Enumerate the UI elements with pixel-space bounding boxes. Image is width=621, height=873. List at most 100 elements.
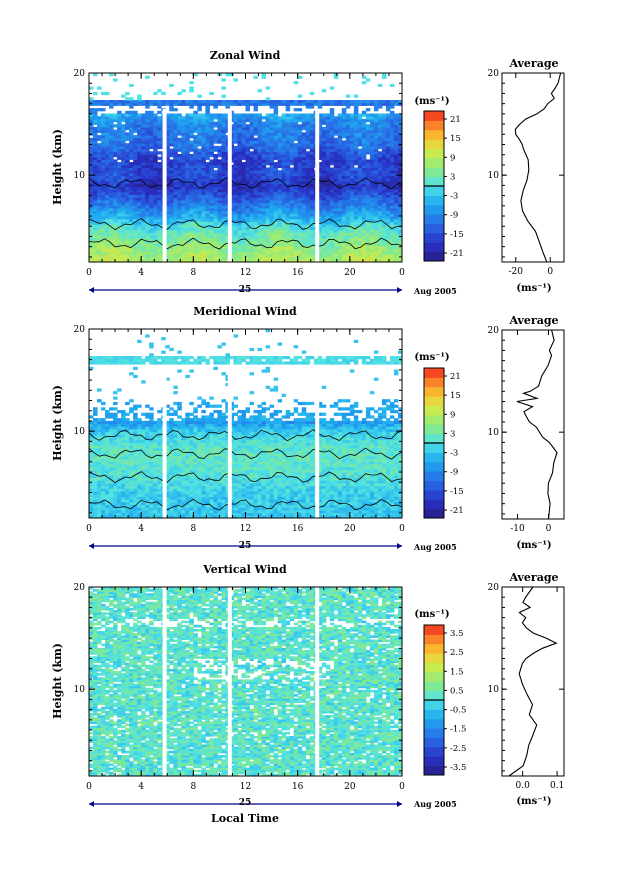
- zonal-wind-field: [89, 73, 403, 263]
- x-tick-label: 12: [240, 782, 251, 792]
- colorbar-segment: [424, 129, 444, 140]
- zonal-wind-title: Zonal Wind: [210, 49, 281, 62]
- x-tick-label: 4: [138, 268, 144, 278]
- x-tick-label: 0: [399, 524, 405, 534]
- colorbar-tick-label: -3.5: [450, 763, 466, 773]
- colorbar-segment: [424, 480, 444, 491]
- colorbar-tick-label: 0.5: [450, 686, 464, 696]
- colorbar-tick-label: 21: [450, 115, 461, 125]
- colorbar-segment: [424, 186, 444, 196]
- colorbar-segment: [424, 405, 444, 416]
- x-tick-label: -10: [510, 524, 525, 534]
- average-profile-line: [514, 72, 562, 263]
- y-tick-label: 10: [74, 427, 86, 437]
- colorbar-segment: [424, 148, 444, 159]
- colorbar-segment: [424, 414, 444, 425]
- colorbar-segment: [424, 653, 444, 664]
- contour-line: [88, 218, 403, 231]
- colorbar-segment: [424, 746, 444, 757]
- colorbar-segment: [424, 700, 444, 710]
- meridional-date-label: Aug 2005: [413, 542, 457, 552]
- vertical-average-title: Average: [508, 571, 558, 584]
- colorbar-tick-label: -21: [450, 249, 464, 259]
- colorbar-segment: [424, 232, 444, 243]
- x-tick-label: 20: [344, 268, 356, 278]
- zonal-wind-panel: 0 4 8 12 16 20 0 10 20: [74, 69, 405, 293]
- data-gap: [162, 364, 167, 518]
- day-axis-arrow: [397, 543, 402, 549]
- contour-line: [88, 429, 403, 442]
- y-tick-label: 10: [74, 171, 86, 181]
- colorbar-tick-label: -2.5: [450, 744, 466, 754]
- contour-line: [88, 498, 403, 511]
- vertical-colorbar-unit: (ms⁻¹): [414, 609, 449, 620]
- x-tick-label: 0: [86, 782, 92, 792]
- colorbar-tick-label: -0.5: [450, 706, 466, 716]
- y-tick-label: 20: [74, 69, 86, 79]
- x-tick-label: 16: [292, 524, 304, 534]
- day-axis-arrow: [89, 287, 94, 293]
- colorbar-tick-label: -15: [450, 487, 464, 497]
- meridional-wind-field: [89, 329, 403, 519]
- data-gap: [315, 108, 320, 262]
- y-tick-label: 10: [488, 685, 500, 695]
- contour-line: [88, 177, 403, 190]
- data-gap: [162, 108, 167, 262]
- vertical-wind-field: [89, 587, 403, 777]
- x-tick-label: 4: [138, 782, 144, 792]
- colorbar-segment: [424, 508, 444, 519]
- y-tick-label: 20: [74, 583, 86, 593]
- colorbar-segment: [424, 195, 444, 206]
- x-tick-label: -20: [509, 267, 524, 277]
- colorbar-tick-label: -9: [450, 211, 458, 221]
- colorbar-segment: [424, 662, 444, 673]
- x-tick-label: 0: [86, 268, 92, 278]
- average-plot-frame: [501, 586, 565, 777]
- colorbar-segment: [424, 489, 444, 500]
- y-tick-label: 10: [74, 685, 86, 695]
- colorbar-segment: [424, 471, 444, 482]
- contour-line: [88, 447, 403, 460]
- colorbar-tick-label: 9: [450, 153, 455, 163]
- colorbar-tick-label: 15: [450, 134, 461, 144]
- colorbar-segment: [424, 737, 444, 748]
- colorbar-segment: [424, 396, 444, 407]
- zonal-height-label: Height (km): [51, 129, 64, 205]
- colorbar-segment: [424, 625, 444, 635]
- vertical-wind-panel: 0 4 8 12 16 20 0 10 20: [74, 583, 405, 807]
- meridional-average-title: Average: [508, 314, 558, 327]
- colorbar-tick-label: -3: [450, 192, 458, 202]
- x-tick-label: 8: [190, 782, 196, 792]
- data-gap: [315, 587, 320, 776]
- colorbar-tick-label: -9: [450, 468, 458, 478]
- vertical-colorbar: 3.5 2.5 1.5 0.5 -0.5 -1.5 -2.5 -3.5: [423, 624, 466, 776]
- x-tick-label: 8: [190, 524, 196, 534]
- colorbar-segment: [424, 424, 444, 435]
- x-tick-label: 0: [399, 782, 405, 792]
- colorbar-segment: [424, 690, 444, 701]
- average-profile-line: [508, 586, 558, 777]
- x-tick-label: 16: [292, 782, 304, 792]
- colorbar-segment: [424, 157, 444, 168]
- meridional-wind-title: Meridional Wind: [193, 305, 297, 318]
- colorbar-segment: [424, 120, 444, 131]
- x-tick-label: 8: [190, 268, 196, 278]
- colorbar-segment: [424, 368, 444, 378]
- colorbar-segment: [424, 251, 444, 262]
- average-profile-line: [516, 329, 558, 520]
- meridional-colorbar: 21 15 9 3 -3 -9 -15 -21: [423, 367, 464, 519]
- vertical-wind-title: Vertical Wind: [202, 563, 287, 576]
- y-tick-label: 20: [488, 326, 500, 336]
- local-time-label: Local Time: [211, 812, 279, 825]
- meridional-colorbar-unit: (ms⁻¹): [414, 352, 449, 363]
- zonal-colorbar-unit: (ms⁻¹): [414, 96, 449, 107]
- colorbar-tick-label: 9: [450, 410, 455, 420]
- day-axis-arrow: [397, 287, 402, 293]
- zonal-average-plot: 10 20 -20 0: [488, 69, 565, 277]
- day-axis-arrow: [89, 543, 94, 549]
- colorbar-segment: [424, 214, 444, 225]
- meridional-day-label: 25: [239, 541, 252, 551]
- x-tick-label: 20: [344, 524, 356, 534]
- y-tick-label: 20: [488, 69, 500, 79]
- day-axis-arrow: [397, 801, 402, 807]
